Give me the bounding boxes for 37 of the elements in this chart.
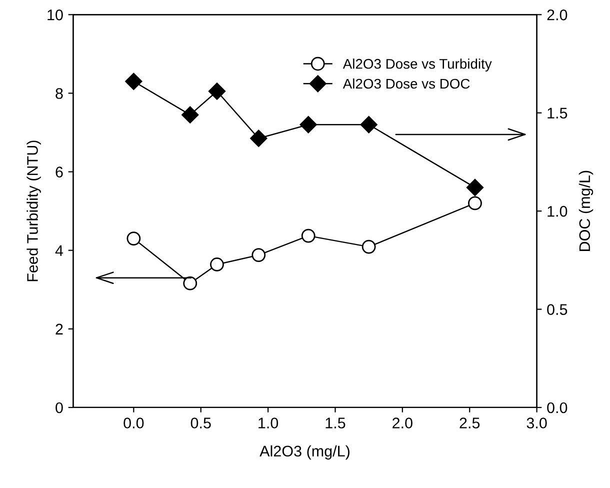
- y-tick-label: 2: [56, 324, 63, 334]
- point: [126, 232, 141, 246]
- point: [466, 178, 484, 196]
- point: [210, 258, 224, 272]
- x-tick-label: 2.5: [460, 418, 480, 428]
- point: [252, 248, 266, 262]
- point: [468, 196, 482, 210]
- point: [362, 240, 376, 254]
- legend-label: Al2O3 Dose vs Turbidity: [342, 58, 492, 72]
- y-tick-label: 6: [56, 166, 63, 178]
- y-tick-label: 0: [56, 402, 63, 414]
- legend-label: Al2O3 Dose vs DOC: [342, 78, 470, 89]
- point: [208, 82, 226, 100]
- y2-tick-label: 2.0: [547, 10, 568, 20]
- x-tick-label: 1.0: [258, 418, 278, 428]
- point: [360, 116, 378, 134]
- x-tick-label: 0.5: [190, 418, 211, 428]
- y-tick-label: 8: [56, 88, 63, 99]
- y2-tick-label: 1.5: [548, 108, 568, 119]
- y-tick-label: 4: [55, 245, 64, 256]
- y2-tick-label: 0.0: [547, 402, 568, 414]
- y2-axis-title: DOC (mg/L): [578, 170, 594, 251]
- point: [183, 276, 198, 290]
- x-axis-title: Al2O3 (mg/L): [260, 445, 350, 460]
- x-tick-label: 2.0: [392, 418, 412, 428]
- point: [250, 130, 268, 147]
- x-tick-label: 0.0: [124, 418, 144, 428]
- point: [125, 72, 142, 90]
- x-tick-label: 1.5: [326, 418, 346, 428]
- y2-tick-label: 0.5: [547, 304, 568, 315]
- x-tick-label: 3.0: [526, 418, 547, 428]
- y-tick-label: 10: [48, 10, 63, 20]
- y-axis-title: Feed Turbidity (NTU): [26, 140, 41, 282]
- point: [301, 228, 316, 243]
- point: [300, 116, 317, 134]
- y2-tick-label: 1.0: [548, 206, 568, 217]
- point: [182, 106, 199, 124]
